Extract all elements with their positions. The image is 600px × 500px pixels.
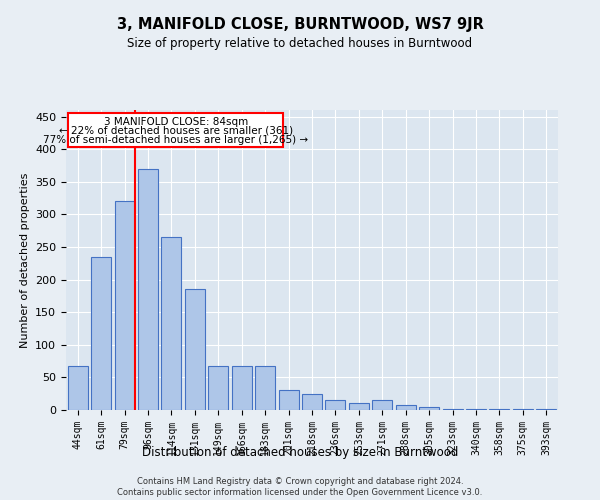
Text: ← 22% of detached houses are smaller (361): ← 22% of detached houses are smaller (36… [59,126,293,136]
Bar [255,366,275,410]
Bar [232,366,251,410]
FancyBboxPatch shape [68,114,283,147]
Text: Distribution of detached houses by size in Burntwood: Distribution of detached houses by size … [142,446,458,459]
Bar [443,408,463,410]
Bar [490,408,509,410]
Bar [373,400,392,410]
Bar [208,366,228,410]
Bar [513,408,533,410]
Text: Contains public sector information licensed under the Open Government Licence v3: Contains public sector information licen… [118,488,482,497]
Y-axis label: Number of detached properties: Number of detached properties [20,172,29,348]
Bar [91,256,111,410]
Bar [466,408,486,410]
Bar [419,406,439,410]
Bar [68,366,88,410]
Bar [536,408,556,410]
Text: 77% of semi-detached houses are larger (1,265) →: 77% of semi-detached houses are larger (… [43,136,308,145]
Bar [278,390,299,410]
Bar [349,404,369,410]
Text: 3, MANIFOLD CLOSE, BURNTWOOD, WS7 9JR: 3, MANIFOLD CLOSE, BURNTWOOD, WS7 9JR [116,18,484,32]
Text: Size of property relative to detached houses in Burntwood: Size of property relative to detached ho… [127,38,473,51]
Bar [302,394,322,410]
Bar [115,202,134,410]
Bar [396,405,416,410]
Text: 3 MANIFOLD CLOSE: 84sqm: 3 MANIFOLD CLOSE: 84sqm [104,116,248,126]
Text: Contains HM Land Registry data © Crown copyright and database right 2024.: Contains HM Land Registry data © Crown c… [137,476,463,486]
Bar [325,400,346,410]
Bar [138,168,158,410]
Bar [185,290,205,410]
Bar [161,237,181,410]
